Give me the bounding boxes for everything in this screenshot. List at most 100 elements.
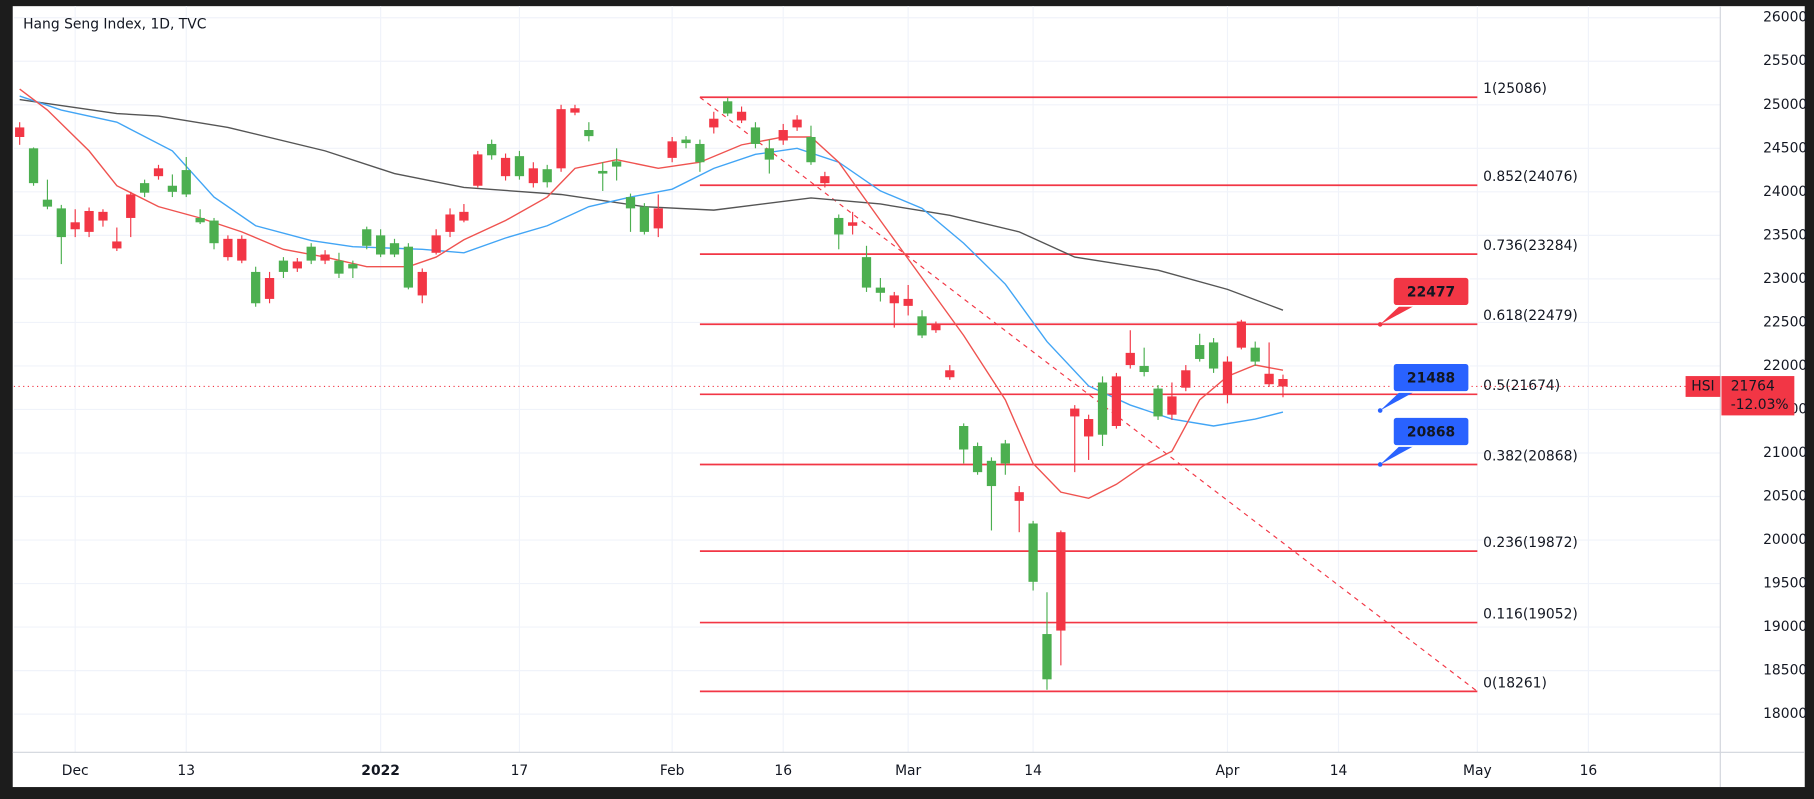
callout-label: 20868 — [1407, 425, 1455, 441]
fib-level-label: 0.382(20868) — [1483, 448, 1578, 464]
y-tick-label: 20000 — [1763, 532, 1807, 548]
last-change-label: -12.03% — [1731, 397, 1789, 413]
candle-body — [112, 241, 122, 249]
y-tick-label: 25500 — [1763, 53, 1807, 69]
candle-body — [1125, 352, 1135, 366]
candle-body — [223, 238, 233, 258]
candle-body — [487, 143, 497, 156]
callout-anchor — [1377, 322, 1383, 327]
candle-body — [320, 254, 330, 261]
candle-body — [1264, 373, 1274, 385]
candle-body — [181, 170, 191, 195]
x-tick-label: 17 — [511, 763, 529, 779]
candle-body — [1042, 634, 1052, 680]
candle-body — [209, 220, 219, 244]
candle-body — [723, 101, 733, 114]
x-tick-label: May — [1463, 763, 1492, 779]
candle-body — [1056, 532, 1066, 631]
candle-body — [278, 260, 289, 272]
candle-body — [167, 185, 178, 192]
x-tick-label: Apr — [1215, 763, 1239, 779]
candle-body — [362, 229, 372, 246]
candle-body — [514, 156, 525, 177]
candle-body — [1028, 523, 1038, 582]
candle-body — [1167, 396, 1177, 415]
candle-body — [542, 169, 552, 183]
callout-anchor — [1377, 408, 1383, 413]
callout-pointer — [1380, 303, 1419, 325]
candle-body — [861, 257, 872, 288]
candle-body — [556, 109, 566, 169]
candle-body — [126, 194, 136, 218]
candle-body — [778, 130, 788, 141]
x-tick-label: 16 — [774, 763, 792, 779]
callout-label: 21488 — [1407, 371, 1455, 387]
y-tick-label: 24000 — [1763, 184, 1807, 200]
candle-body — [56, 208, 66, 238]
y-tick-label: 23000 — [1763, 271, 1807, 287]
candle-body — [251, 271, 261, 304]
moving-average-line — [19, 98, 1284, 311]
x-tick-label: 2022 — [361, 763, 400, 779]
fib-level-label: 0.736(23284) — [1483, 238, 1578, 254]
fib-level-label: 0.116(19052) — [1483, 606, 1578, 622]
candle-body — [237, 238, 247, 261]
candle-body — [598, 170, 608, 174]
fib-level-label: 0.5(21674) — [1483, 378, 1560, 394]
last-price-tag — [1721, 376, 1795, 416]
callout-pointer — [1380, 443, 1419, 465]
candle-body — [500, 157, 511, 177]
candle-body — [750, 127, 761, 144]
x-tick-label: 16 — [1580, 763, 1598, 779]
candle-body — [348, 264, 358, 269]
candle-body — [1222, 361, 1233, 394]
grid — [13, 6, 1721, 753]
candle-body — [847, 222, 858, 226]
candle-body — [931, 325, 941, 331]
candle-body — [417, 271, 427, 296]
axes: 1800018500190001950020000205002100021500… — [62, 10, 1807, 779]
y-tick-label: 22000 — [1763, 358, 1807, 374]
candle-body — [945, 370, 955, 378]
candle-body — [153, 168, 164, 177]
candle-body — [681, 139, 691, 144]
x-tick-label: 13 — [177, 763, 195, 779]
candle-body — [389, 243, 400, 255]
candle-body — [764, 148, 774, 160]
candle-body — [473, 154, 483, 186]
candle-body — [528, 168, 538, 184]
candle-body — [375, 235, 386, 255]
candle-body — [42, 199, 53, 207]
candle-body — [1278, 378, 1288, 387]
y-tick-label: 19000 — [1763, 619, 1807, 635]
callout-anchor — [1377, 462, 1383, 467]
y-tick-label: 25000 — [1763, 97, 1807, 113]
candle-body — [98, 211, 108, 221]
y-tick-label: 19500 — [1763, 576, 1807, 592]
y-tick-label: 23500 — [1763, 227, 1807, 243]
candle-body — [695, 143, 705, 163]
callout-label: 22477 — [1407, 285, 1455, 301]
candle-body — [195, 217, 205, 223]
candle-body — [736, 111, 747, 121]
candle-body — [264, 278, 275, 299]
candle-body — [1250, 347, 1260, 362]
y-tick-label: 22500 — [1763, 314, 1807, 330]
candle-body — [139, 183, 150, 193]
moving-average-line — [19, 95, 1284, 427]
y-tick-label: 18500 — [1763, 663, 1807, 679]
candle-body — [459, 211, 469, 221]
fib-level-label: 0(18261) — [1483, 675, 1547, 691]
candle-body — [1000, 443, 1010, 464]
candle-body — [1111, 376, 1122, 427]
candle-body — [611, 161, 622, 167]
fib-level-label: 0.852(24076) — [1483, 169, 1578, 185]
candle-body — [806, 136, 816, 163]
y-tick-label: 24500 — [1763, 140, 1807, 156]
callout-pointer — [1380, 389, 1419, 411]
callout-box — [1392, 276, 1471, 307]
candle-body — [1195, 345, 1205, 359]
candle-body — [570, 108, 580, 113]
candle-body — [445, 214, 455, 232]
